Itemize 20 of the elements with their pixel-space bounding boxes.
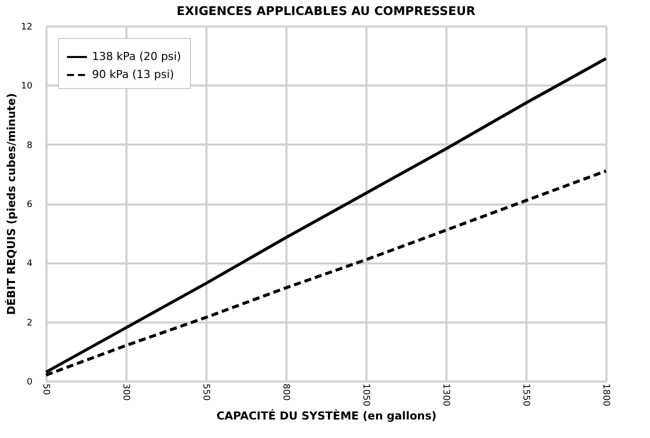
y-axis-title: DÉBIT REQUIS (pieds cubes/minute) [4, 93, 18, 315]
y-tick-label: 0 [26, 378, 33, 388]
y-tick-label: 6 [26, 200, 33, 210]
x-tick-label: 1550 [520, 384, 530, 407]
y-tick-label: 2 [26, 318, 32, 328]
x-tick-label: 1800 [600, 384, 610, 407]
x-tick-label: 800 [280, 384, 290, 401]
x-tick-label: 1050 [360, 384, 370, 407]
x-tick-label: 300 [120, 384, 130, 401]
x-tick-label: 50 [40, 384, 50, 396]
x-tick-label: 550 [200, 384, 210, 401]
y-tick-label: 4 [26, 259, 33, 270]
y-tick-label: 10 [21, 82, 33, 92]
y-tick-label: 12 [21, 22, 32, 32]
y-tick-label: 8 [26, 140, 33, 151]
chart-title: EXIGENCES APPLICABLES AU COMPRESSEUR [176, 4, 476, 18]
legend-label: 138 kPa (20 psi) [92, 50, 182, 63]
x-tick-label: 1300 [440, 384, 450, 407]
x-axis-title: CAPACITÉ DU SYSTÈME (en gallons) [216, 408, 437, 422]
legend-label: 90 kPa (13 psi) [92, 68, 174, 81]
